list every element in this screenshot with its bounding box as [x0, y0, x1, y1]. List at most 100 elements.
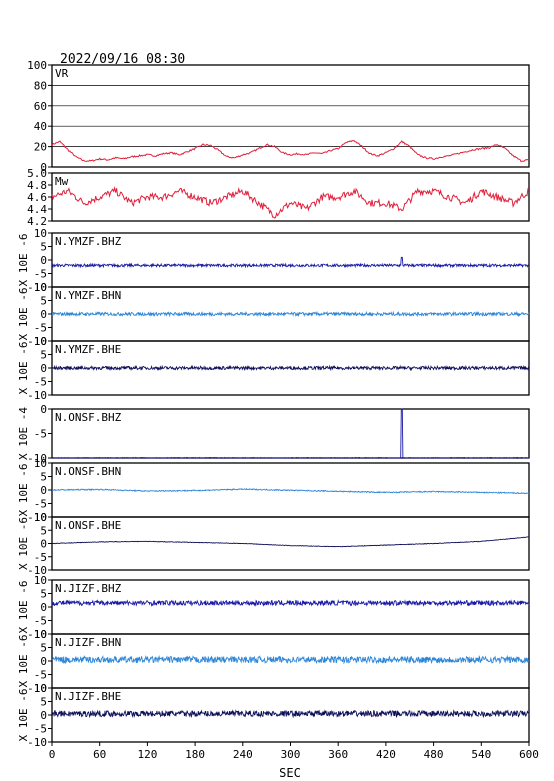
y-tick-label: -5: [34, 723, 47, 736]
y-tick-label: 10: [34, 574, 47, 587]
y-tick-label: 10: [34, 457, 47, 470]
x-tick-label: 180: [185, 748, 205, 761]
y-axis-label: X 10E -6: [17, 581, 30, 634]
y-tick-label: 20: [34, 141, 47, 154]
y-tick-label: 10: [34, 281, 47, 294]
y-tick-label: 0: [40, 538, 47, 551]
x-axis: 0 60 120 180 240 300 360 420 480 540 600: [49, 742, 539, 761]
x-tick-label: 600: [519, 748, 539, 761]
panel-label: N.ONSF.BHN: [55, 465, 121, 478]
y-tick-label: 40: [34, 120, 47, 133]
y-tick-label: 60: [34, 100, 47, 113]
panel-frame: [51, 516, 530, 571]
y-tick-label: 100: [27, 59, 47, 72]
x-tick-label: 420: [376, 748, 396, 761]
y-axis-label: X 10E -6: [17, 517, 30, 570]
y-tick-label: 0: [40, 161, 47, 174]
x-tick-label: 0: [49, 748, 56, 761]
series-line: [51, 536, 530, 548]
y-tick-label: 10: [34, 335, 47, 348]
series-line: [51, 256, 530, 269]
datetime-label: 2022/09/16 08:30: [60, 52, 185, 67]
y-axis-label: X 10E -6: [17, 464, 30, 517]
panel-vr: 100 80 60 40 20 0 VR: [27, 59, 530, 174]
panel-label: N.JIZF.BHN: [55, 636, 121, 649]
y-tick-label: -5: [34, 322, 47, 335]
y-tick-label: 0: [40, 709, 47, 722]
y-tick-label: 5: [40, 471, 47, 484]
series-line: [51, 408, 529, 459]
y-tick-label: 4.8: [27, 179, 47, 192]
y-tick-label: 0: [40, 362, 47, 375]
y-tick-label: 5: [40, 349, 47, 362]
y-tick-label: -5: [34, 669, 47, 682]
y-axis-label: X 10E -6: [17, 635, 30, 688]
series-line: [51, 599, 530, 607]
panel-label: N.ONSF.BHE: [55, 519, 121, 532]
y-tick-label: -10: [27, 736, 47, 749]
y-tick-label: 5: [40, 642, 47, 655]
y-axis-label: X 10E -6: [17, 234, 30, 287]
x-tick-label: 60: [93, 748, 106, 761]
y-tick-label: 0: [40, 655, 47, 668]
y-tick-label: -10: [27, 564, 47, 577]
y-tick-label: 10: [34, 511, 47, 524]
x-tick-label: 540: [471, 748, 491, 761]
y-tick-label: 4.4: [27, 203, 47, 216]
y-tick-label: -10: [27, 511, 47, 524]
x-tick-label: 480: [424, 748, 444, 761]
series-line: [51, 186, 530, 219]
panel-label: VR: [55, 67, 69, 80]
y-tick-label: -10: [27, 335, 47, 348]
y-tick-label: 5: [40, 696, 47, 709]
y-tick-label: -5: [34, 498, 47, 511]
y-tick-label: 0: [40, 601, 47, 614]
y-axis-label: X 10E -4: [17, 407, 30, 460]
chart-panels: 100806040200VR5.04.84.64.44.2Mw1050-5-10…: [17, 59, 530, 749]
y-tick-label: 4.2: [27, 215, 47, 228]
y-axis-label: X 10E -6: [17, 342, 30, 395]
panel-label: N.ONSF.BHZ: [55, 411, 122, 424]
panel-label: N.YMZF.BHN: [55, 289, 121, 302]
series-line: [51, 140, 530, 163]
y-tick-label: 0: [40, 254, 47, 267]
series-line: [51, 654, 530, 665]
panel-mw: 5.04.84.64.44.2 Mw: [27, 167, 530, 228]
y-tick-label: -10: [27, 389, 47, 402]
y-tick-label: -10: [27, 281, 47, 294]
y-tick-label: 5: [40, 295, 47, 308]
series-line: [51, 709, 530, 719]
series-line: [51, 364, 530, 372]
y-tick-label: -10: [27, 682, 47, 695]
panel-frame: [51, 232, 530, 288]
y-tick-label: 5: [40, 588, 47, 601]
y-tick-label: 0: [40, 484, 47, 497]
y-tick-label: 0: [40, 403, 47, 416]
series-line: [52, 487, 530, 495]
y-tick-label: 10: [34, 682, 47, 695]
series-line: [51, 310, 530, 318]
x-tick-label: 360: [328, 748, 348, 761]
panel-label: N.YMZF.BHE: [55, 343, 121, 356]
y-tick-label: -5: [34, 551, 47, 564]
x-tick-label: 240: [233, 748, 253, 761]
panel-label: N.YMZF.BHZ: [55, 235, 122, 248]
y-tick-label: -10: [27, 628, 47, 641]
y-tick-label: 4.6: [27, 191, 47, 204]
panel-label: N.JIZF.BHZ: [55, 582, 122, 595]
x-tick-label: 300: [281, 748, 301, 761]
panel-ons-bhz: 0 -5 -10 N.ONSF.BHZ X 10E -4: [17, 403, 530, 465]
panel-frame: [51, 64, 530, 168]
y-tick-label: -5: [34, 428, 47, 441]
y-tick-label: -5: [34, 376, 47, 389]
panel-label: Mw: [55, 175, 69, 188]
panel-frame: [51, 579, 530, 635]
y-tick-label: -5: [34, 615, 47, 628]
y-axis-label: X 10E -6: [17, 689, 30, 742]
